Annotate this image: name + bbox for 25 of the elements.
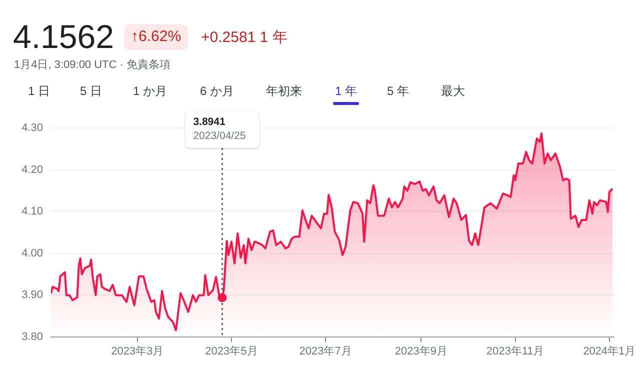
text: 年初来 [266, 83, 302, 100]
text: +0.2581 1 年 [201, 29, 288, 46]
y-tick-label: 4.10 [22, 206, 43, 218]
text: 1 か月 [133, 83, 168, 100]
text: 5 年 [387, 83, 410, 100]
text: 1 日 [28, 83, 50, 100]
y-tick-label: 4.20 [22, 164, 43, 176]
y-tick-label: 4.00 [22, 247, 43, 260]
x-tick-label: 2023年3月 [111, 346, 164, 358]
text: 5 日 [80, 83, 102, 100]
x-tick-label: 2024年1月 [583, 346, 636, 358]
text: 最大 [441, 83, 465, 100]
x-tick-label: 2023年11月 [486, 346, 544, 358]
text: ↑6.62% [124, 24, 188, 50]
chart-title: 4.1562 [13, 18, 114, 56]
text: 1 年 [335, 83, 358, 100]
annotation: 3.8941 2023/04/25 [193, 116, 246, 142]
x-tick-label: 2023年7月 [299, 346, 352, 358]
y-tick-label: 3.90 [22, 289, 43, 302]
y-tick-label: 3.80 [22, 331, 43, 344]
x-tick-label: 2023年5月 [205, 346, 258, 358]
y-tick-label: 4.30 [22, 122, 43, 134]
x-tick-label: 2023年9月 [394, 346, 448, 358]
chart-subtitle: 1月4日, 3:09:00 UTC · 免責条項 [14, 58, 170, 72]
text: 6 か月 [200, 83, 234, 100]
